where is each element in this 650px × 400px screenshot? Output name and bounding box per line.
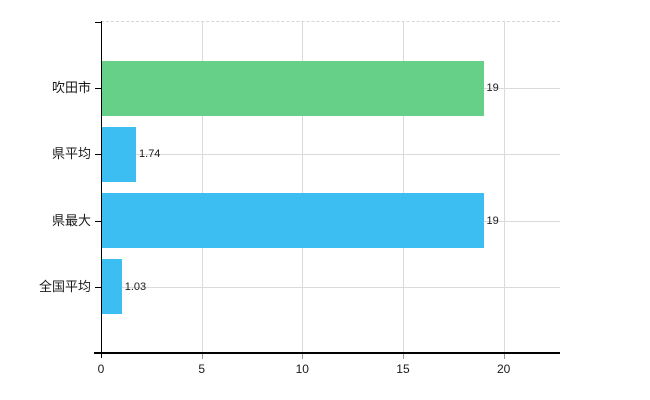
y-axis-line <box>101 21 102 358</box>
y-axis-tick <box>95 154 101 156</box>
bar <box>101 259 122 315</box>
bar-value-label: 1.74 <box>139 148 161 161</box>
x-axis-line <box>94 352 560 354</box>
bar-value-label: 19 <box>486 214 499 227</box>
x-axis-tick <box>302 354 304 359</box>
y-axis-top-tick <box>95 22 101 23</box>
y-axis-tick <box>95 88 101 90</box>
bar-value-label: 1.03 <box>124 280 147 293</box>
bar <box>101 126 137 182</box>
x-axis-tick-label: 15 <box>396 362 410 376</box>
y-axis-category-label: 県最大 <box>51 212 91 228</box>
gridline-vertical <box>402 22 404 353</box>
gridline-vertical <box>503 22 505 353</box>
x-axis-tick-label: 0 <box>97 362 105 376</box>
gridline-vertical <box>201 22 203 353</box>
y-axis-tick <box>95 286 101 288</box>
y-axis-category-label: 全国平均 <box>38 278 91 294</box>
bar-value-label: 19 <box>486 82 499 95</box>
x-axis-tick-label: 10 <box>295 362 309 376</box>
x-axis-tick-label: 5 <box>198 362 205 376</box>
gridline-vertical <box>302 22 304 353</box>
y-axis-category-label: 県平均 <box>51 146 91 162</box>
y-axis-tick <box>95 220 101 222</box>
gridline-horizontal <box>101 154 560 156</box>
plot-top-border <box>101 21 560 22</box>
x-axis-tick <box>402 354 404 359</box>
bar <box>101 60 484 116</box>
y-axis-category-label: 吹田市 <box>51 80 91 96</box>
gridline-horizontal <box>101 286 560 288</box>
x-axis-tick-label: 20 <box>496 362 511 376</box>
x-axis-tick <box>503 354 505 359</box>
bar <box>101 193 484 249</box>
x-axis-tick <box>201 354 203 359</box>
